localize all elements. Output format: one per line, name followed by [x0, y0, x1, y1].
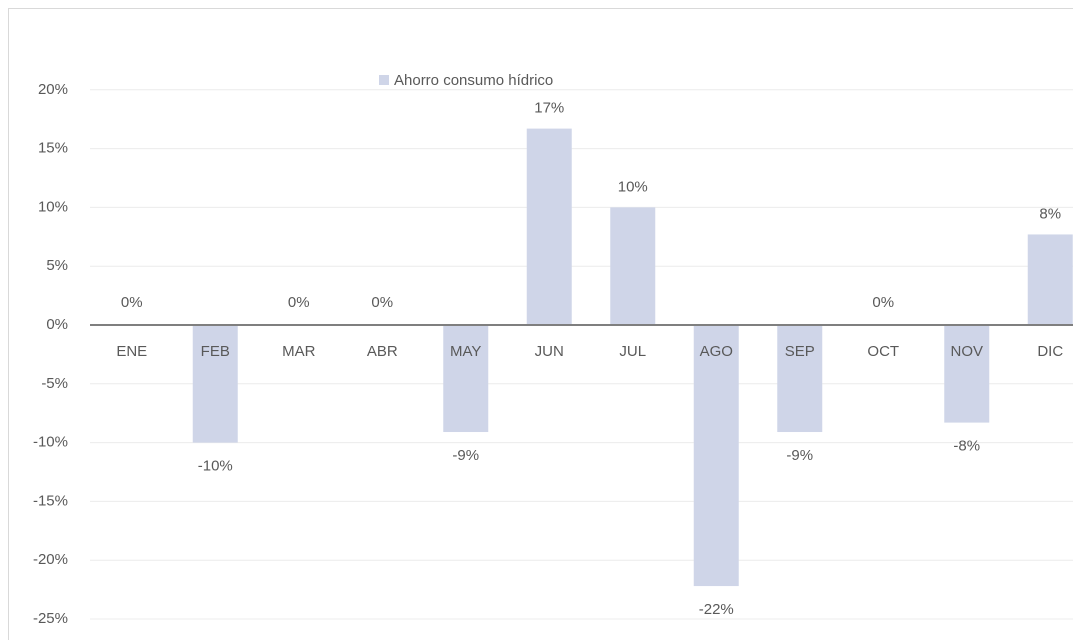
data-label: 0% [872, 294, 894, 311]
data-label: 10% [618, 178, 648, 195]
data-label: -22% [699, 601, 734, 618]
bar [526, 128, 572, 325]
x-tick-label: NOV [950, 343, 983, 360]
data-label: -9% [452, 447, 479, 464]
y-tick-label: -10% [33, 434, 68, 451]
x-tick-label: JUL [619, 343, 646, 360]
y-tick-label: 0% [46, 316, 68, 333]
x-tick-label: ABR [367, 343, 398, 360]
data-label: 0% [288, 294, 310, 311]
x-tick-label: MAR [282, 343, 316, 360]
y-tick-label: 15% [38, 140, 68, 157]
data-label: -8% [953, 438, 980, 455]
data-label: 0% [121, 294, 143, 311]
data-label: 8% [1039, 205, 1061, 222]
data-label: 17% [534, 100, 564, 117]
y-tick-label: 20% [38, 81, 68, 98]
data-label: -9% [786, 447, 813, 464]
bar [443, 325, 489, 433]
x-tick-label: AGO [700, 343, 733, 360]
bar [192, 325, 238, 443]
y-tick-label: -15% [33, 492, 68, 509]
chart-border [8, 8, 1073, 640]
data-label: 0% [371, 294, 393, 311]
x-tick-label: SEP [785, 343, 815, 360]
y-tick-label: -20% [33, 551, 68, 568]
bar [944, 325, 990, 423]
data-label: -10% [198, 458, 233, 475]
y-tick-label: -25% [33, 610, 68, 627]
y-tick-label: -5% [41, 375, 68, 392]
y-tick-label: 10% [38, 198, 68, 215]
x-tick-label: ENE [116, 343, 147, 360]
x-tick-label: DIC [1037, 343, 1063, 360]
bar [610, 207, 656, 325]
legend-swatch [379, 75, 389, 85]
y-tick-label: 5% [46, 257, 68, 274]
bar [777, 325, 823, 433]
x-tick-label: JUN [535, 343, 564, 360]
legend-label: Ahorro consumo hídrico [394, 72, 553, 89]
x-tick-label: MAY [450, 343, 481, 360]
bar [1027, 234, 1073, 325]
bar [693, 325, 739, 587]
x-tick-label: OCT [867, 343, 899, 360]
x-tick-label: FEB [201, 343, 230, 360]
